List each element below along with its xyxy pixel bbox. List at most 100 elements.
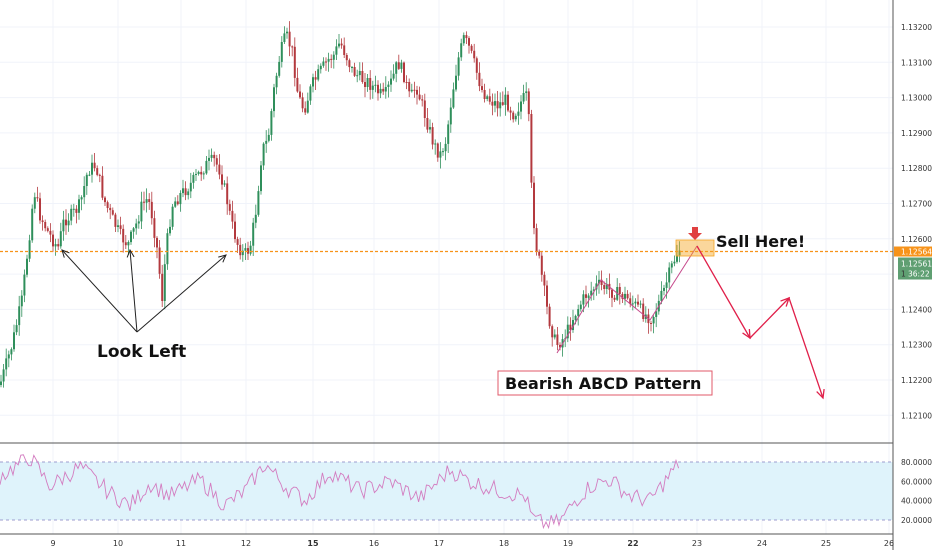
candle-body — [234, 221, 236, 240]
candle-body — [538, 251, 541, 256]
candle-body — [551, 326, 554, 338]
candle-body — [486, 96, 489, 99]
candle-body — [127, 242, 130, 246]
candle-body — [80, 197, 83, 200]
candle-body — [247, 248, 249, 254]
candle-body — [267, 134, 270, 141]
candle-body — [132, 228, 135, 232]
candle-body — [504, 94, 507, 105]
candle-body — [306, 100, 309, 113]
candle-body — [2, 369, 5, 382]
candle-body — [280, 42, 283, 62]
time-tick-label: 10 — [113, 539, 123, 548]
candle-body — [429, 127, 431, 130]
candle-body — [72, 208, 75, 210]
candle-body — [23, 274, 26, 296]
candle-body — [629, 298, 632, 304]
rsi-tick-label: 60.0000 — [901, 477, 932, 486]
candle-body — [361, 71, 364, 82]
candle-body — [483, 90, 486, 99]
candle-body — [499, 102, 502, 109]
candle-body — [314, 77, 317, 80]
candle-body — [447, 124, 450, 144]
candle-body — [400, 62, 403, 69]
candle-body — [431, 127, 434, 145]
candle-body — [663, 287, 665, 291]
candle-body — [200, 171, 203, 175]
sell-arrow-head — [688, 233, 702, 240]
candle-body — [85, 174, 88, 186]
candle-body — [603, 285, 606, 289]
candle-body — [338, 43, 340, 47]
candle-body — [335, 46, 338, 55]
countdown-prefix: 1 — [901, 270, 906, 279]
axes — [0, 0, 894, 550]
look-left-arrow — [136, 254, 227, 333]
candle-body — [135, 223, 138, 229]
candle-body — [452, 89, 455, 108]
candle-body — [444, 143, 447, 152]
last-price-tag — [898, 257, 932, 280]
candle-body — [309, 86, 312, 101]
level-tag-text: 1.12564 — [901, 248, 932, 257]
candle-body — [572, 320, 574, 330]
candle-body — [418, 94, 421, 100]
candle-body — [436, 143, 439, 158]
rsi-tick-labels: 80.0000 60.0000 40.0000 20.0000 — [901, 458, 932, 525]
time-tick-labels: 9 10 11 12 15 16 17 18 19 22 23 24 25 26 — [50, 539, 894, 548]
candle-body — [117, 225, 119, 227]
candle-body — [109, 207, 112, 211]
arrow-head — [126, 248, 135, 258]
candle-body — [31, 208, 34, 241]
candle-body — [533, 182, 535, 229]
candle-body — [460, 43, 463, 58]
candle-body — [202, 173, 205, 175]
candle-body — [408, 82, 411, 92]
candle-body — [88, 174, 91, 176]
candle-body — [156, 237, 158, 248]
candle-body — [296, 77, 299, 92]
candle-body — [182, 188, 184, 194]
candle-body — [187, 191, 190, 196]
candle-body — [595, 283, 598, 290]
rsi-tick-label: 80.0000 — [901, 458, 932, 467]
candle-body — [7, 354, 10, 359]
price-tick-label: 1.12100 — [901, 411, 932, 420]
candle-body — [15, 325, 18, 333]
time-tick-label: 24 — [757, 539, 767, 548]
candle-body — [455, 75, 457, 90]
candle-body — [397, 62, 400, 69]
candle-body — [624, 293, 626, 299]
candle-body — [631, 303, 634, 305]
candle-body — [665, 282, 668, 288]
candle-body — [262, 143, 265, 166]
time-tick-label: 22 — [627, 539, 638, 548]
look-left-arrow — [129, 249, 138, 333]
time-tick-label: 23 — [692, 539, 702, 548]
candle-body — [197, 171, 200, 174]
candle-body — [208, 157, 210, 161]
candle-body — [325, 61, 327, 63]
candle-body — [257, 191, 260, 215]
rsi-line — [0, 454, 680, 530]
price-tick-label: 1.13000 — [901, 94, 932, 103]
candle-body — [184, 188, 187, 196]
grid-lines — [0, 0, 893, 534]
candle-body — [514, 115, 517, 120]
candle-body — [626, 293, 629, 299]
candle-body — [618, 287, 621, 294]
candle-body — [379, 88, 382, 94]
candle-body — [475, 58, 478, 73]
candle-body — [13, 332, 15, 350]
time-tick-label: 26 — [884, 539, 894, 548]
candle-body — [189, 182, 192, 192]
candle-body — [176, 201, 179, 205]
look-left-label: Look Left — [97, 342, 186, 362]
candle-body — [252, 222, 255, 246]
candle-body — [673, 261, 676, 264]
candle-body — [387, 84, 390, 87]
candle-body — [650, 323, 652, 324]
price-tick-label: 1.12600 — [901, 235, 932, 244]
